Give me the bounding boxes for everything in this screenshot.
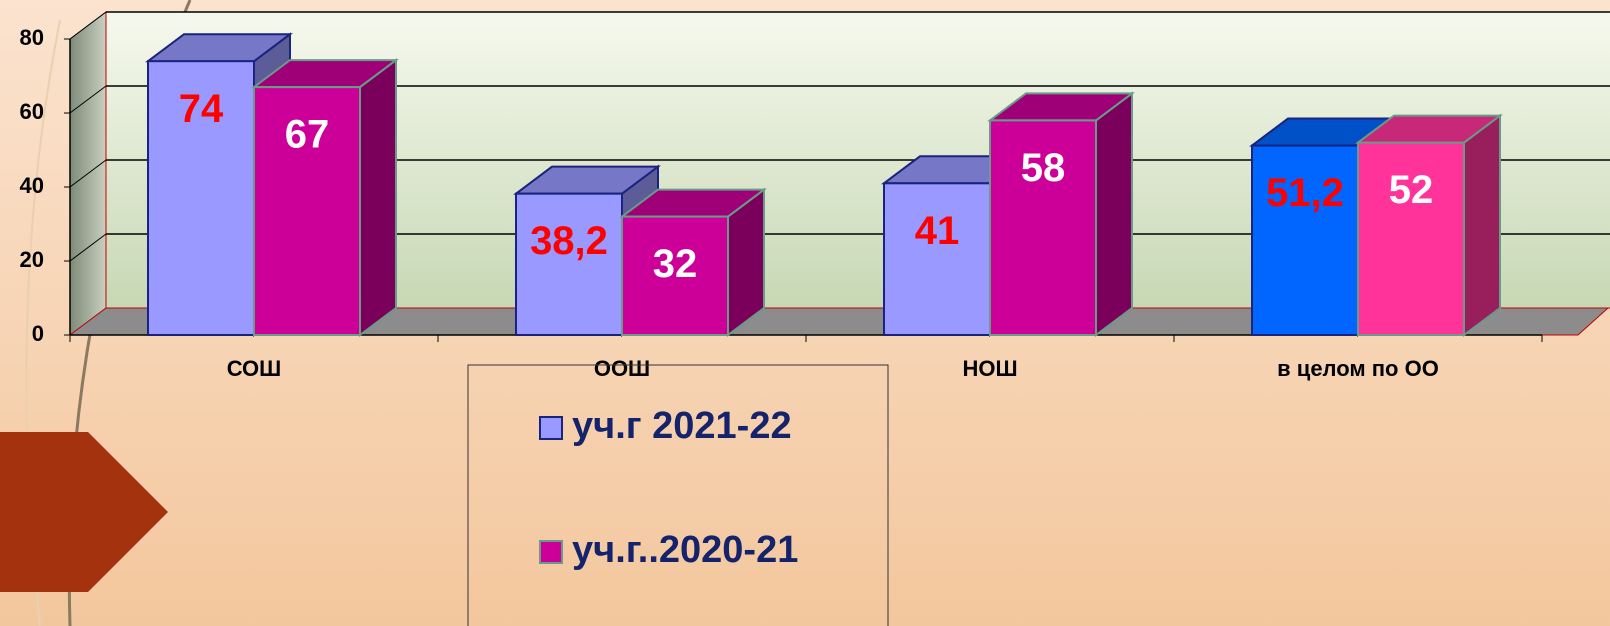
grid-line — [69, 233, 107, 262]
bar-side — [1095, 91, 1133, 337]
bar — [883, 182, 991, 336]
value-label: 58 — [1021, 146, 1066, 190]
x-tick-label: СОШ — [227, 356, 282, 381]
grid-line — [69, 11, 107, 40]
legend-label: уч.г..2020-21 — [572, 529, 798, 571]
value-label: 51,2 — [1266, 171, 1344, 215]
y-tick-label: 40 — [20, 173, 44, 198]
x-tick-label: в целом по ОО — [1277, 356, 1439, 381]
value-label: 32 — [653, 242, 698, 286]
value-label: 41 — [915, 209, 960, 253]
value-label: 67 — [285, 113, 330, 157]
legend: уч.г 2021-22 уч.г..2020-21 — [539, 405, 798, 571]
y-tick-label: 80 — [20, 25, 44, 50]
bar — [989, 119, 1097, 337]
bar-side — [359, 58, 397, 337]
legend-label: уч.г 2021-22 — [572, 405, 792, 447]
bar — [621, 215, 729, 337]
x-tick-label: НОШ — [962, 356, 1017, 381]
legend-box — [467, 364, 889, 626]
legend-swatch — [539, 540, 563, 564]
legend-swatch — [539, 416, 563, 440]
value-label: 38,2 — [530, 219, 608, 263]
bar-side — [1463, 113, 1501, 337]
y-tick-label: 0 — [32, 321, 44, 346]
bar — [1251, 144, 1359, 336]
plot: 0 20 40 60 80 СОШ ООШ НОШ в целом по ОО 74 67 38,2 3… — [20, 11, 1610, 381]
bar — [253, 86, 361, 336]
value-label: 74 — [179, 87, 224, 131]
value-label: 52 — [1389, 168, 1434, 212]
bar — [515, 192, 623, 336]
bar — [1357, 141, 1465, 336]
y-tick-label: 60 — [20, 99, 44, 124]
grid-line — [69, 85, 107, 114]
decor-arrow — [0, 432, 168, 592]
y-tick-label: 20 — [20, 247, 44, 272]
x-tick-label: ООШ — [594, 356, 650, 381]
grid-line — [69, 159, 107, 188]
